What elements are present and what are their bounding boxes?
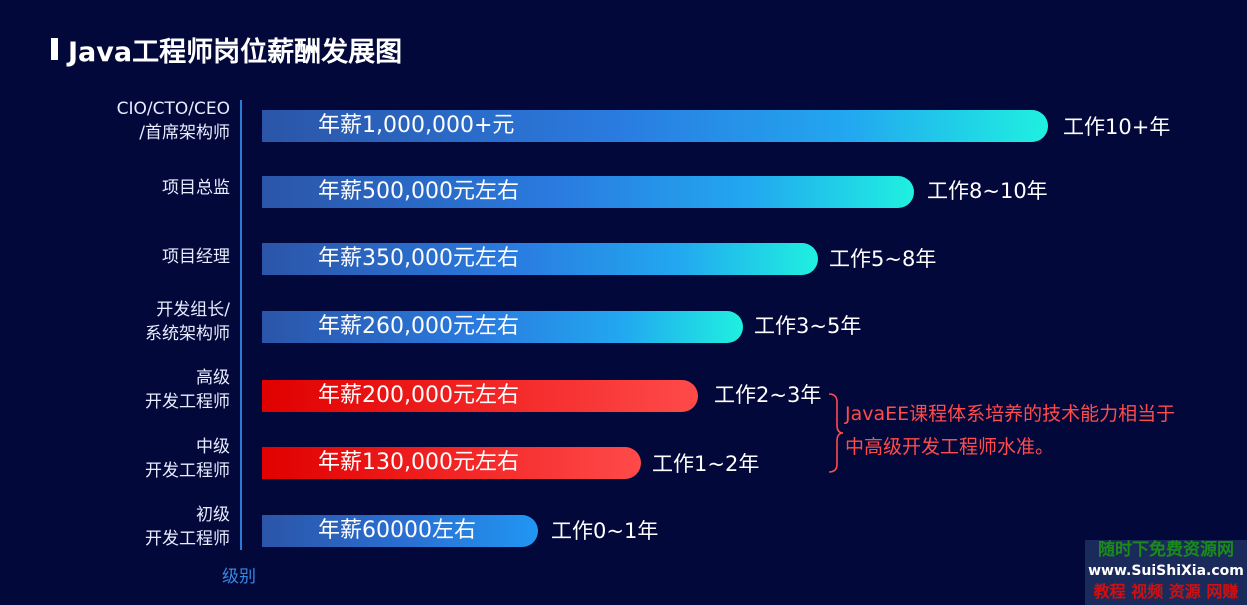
page-title: Java工程师岗位薪酬发展图	[68, 37, 403, 68]
salary-label: 年薪60000左右	[318, 518, 476, 543]
bar-row-6: 年薪130,000元左右	[262, 447, 641, 479]
salary-label: 年薪200,000元左右	[318, 383, 519, 408]
category-label: 初级 开发工程师	[145, 503, 230, 551]
watermark-line: 教程 视频 资源 网赚	[1093, 582, 1239, 601]
bar-row-7: 年薪60000左右	[262, 515, 538, 547]
category-line: 中级	[196, 437, 230, 457]
experience-label: 工作3~5年	[754, 314, 862, 338]
y-axis-label: 级别	[222, 567, 256, 587]
category-line: 系统架构师	[145, 324, 230, 344]
experience-label: 工作2~3年	[714, 383, 822, 407]
category-label: 中级 开发工程师	[145, 435, 230, 483]
annotation-line: JavaEE课程体系培养的技术能力相当于	[845, 403, 1176, 425]
category-label: 高级 开发工程师	[145, 366, 230, 414]
salary-label: 年薪1,000,000+元	[318, 113, 515, 138]
category-label: 项目经理	[162, 245, 230, 269]
category-line: 开发工程师	[145, 529, 230, 549]
watermark-url: www.SuiShiXia.com	[1088, 563, 1244, 579]
category-line: 初级	[196, 505, 230, 525]
category-line: 开发组长/	[156, 300, 230, 320]
bar-row-5: 年薪200,000元左右	[262, 380, 698, 412]
annotation-line: 中高级开发工程师水准。	[845, 436, 1055, 458]
experience-label: 工作10+年	[1063, 115, 1171, 139]
category-line: CIO/CTO/CEO	[116, 99, 230, 119]
experience-label: 工作8~10年	[927, 179, 1048, 203]
salary-label: 年薪130,000元左右	[318, 450, 519, 475]
category-line: 项目总监	[162, 178, 230, 198]
category-line: 开发工程师	[145, 461, 230, 481]
bar-row-3: 年薪350,000元左右	[262, 243, 818, 275]
bar-row-2: 年薪500,000元左右	[262, 176, 914, 208]
category-line: 高级	[196, 368, 230, 388]
salary-label: 年薪260,000元左右	[318, 314, 519, 339]
salary-label: 年薪350,000元左右	[318, 246, 519, 271]
category-line: 开发工程师	[145, 392, 230, 412]
title-marker	[51, 38, 58, 60]
annotation-note: JavaEE课程体系培养的技术能力相当于 中高级开发工程师水准。	[845, 398, 1175, 464]
bar-row-4: 年薪260,000元左右	[262, 311, 743, 343]
bar-row-1: 年薪1,000,000+元	[262, 110, 1048, 142]
experience-label: 工作5~8年	[829, 247, 937, 271]
salary-label: 年薪500,000元左右	[318, 179, 519, 204]
category-label: 开发组长/ 系统架构师	[145, 298, 230, 346]
category-line: 项目经理	[162, 247, 230, 267]
category-label: CIO/CTO/CEO /首席架构师	[117, 97, 230, 145]
y-axis-line	[240, 100, 242, 550]
experience-label: 工作0~1年	[551, 519, 659, 543]
experience-label: 工作1~2年	[652, 452, 760, 476]
curly-brace-icon	[828, 393, 844, 473]
category-label: 项目总监	[162, 176, 230, 200]
watermark: 随时下免费资源网 www.SuiShiXia.com 教程 视频 资源 网赚	[1085, 540, 1247, 605]
watermark-line: 随时下免费资源网	[1098, 540, 1234, 560]
category-line: /首席架构师	[139, 123, 230, 143]
